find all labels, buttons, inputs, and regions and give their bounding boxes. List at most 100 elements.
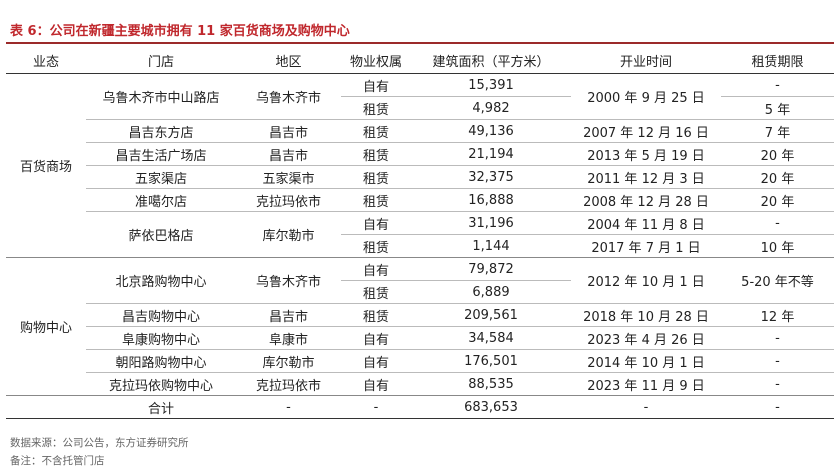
source-note: 数据来源：公司公告，东方证券研究所 [10, 437, 189, 449]
table-cell: 萨依巴格店 [86, 211, 236, 258]
table-row: 阜康购物中心 阜康市 自有 34,584 2023 年 4 月 26 日- [6, 326, 834, 350]
table-cell: 库尔勒市 [236, 349, 341, 373]
table-cell: 租赁 [341, 119, 411, 143]
header-cell: 建筑面积（平方米） [411, 47, 571, 74]
table-cell: 2023 年 4 月 26 日 [571, 326, 721, 350]
header-cell: 地区 [236, 47, 341, 74]
table-cell: 租赁 [341, 165, 411, 189]
table-cell: 准噶尔店 [86, 188, 236, 212]
table-cell: 昌吉生活广场店 [86, 142, 236, 166]
table-cell: 2000 年 9 月 25 日 [571, 73, 721, 120]
table-cell: 176,501 [411, 349, 571, 373]
table-cell: 2011 年 12 月 3 日 [571, 165, 721, 189]
table-row: 萨依巴格店 库尔勒市 自有 31,196 2004 年 11 月 8 日- [6, 211, 834, 258]
table-cell: 自有 [341, 211, 411, 235]
table-cell: 租赁 [341, 303, 411, 327]
total-cell: - [721, 395, 834, 419]
table-cell: 租赁 [341, 234, 411, 258]
table-cell: 2017 年 7 月 1 日 [571, 234, 721, 258]
table-cell: 2014 年 10 月 1 日 [571, 349, 721, 373]
table-cell: 五家渠店 [86, 165, 236, 189]
table-row: 昌吉购物中心 昌吉市 租赁 209,561 2018 年 10 月 28 日 12 年 [6, 303, 834, 327]
table-title: 表 6：公司在新疆主要城市拥有 11 家百货商场及购物中心 [10, 24, 350, 39]
table-cell: 209,561 [411, 303, 571, 327]
table-cell: 阜康购物中心 [86, 326, 236, 350]
table-cell: 2013 年 5 月 19 日 [571, 142, 721, 166]
table-cell: 自有 [341, 257, 411, 281]
table-cell: 乌鲁木齐市 [236, 73, 341, 120]
table-cell: 10 年 [721, 234, 834, 258]
table-cell: 百货商场 [6, 73, 86, 258]
table-cell: 昌吉市 [236, 303, 341, 327]
table-cell: 租赁 [341, 280, 411, 304]
table-cell: 2018 年 10 月 28 日 [571, 303, 721, 327]
table-cell: 阜康市 [236, 326, 341, 350]
table-cell: - [721, 372, 834, 396]
table-cell: 20 年 [721, 142, 834, 166]
table-cell: 五家渠市 [236, 165, 341, 189]
table-cell: 15,391 [411, 73, 571, 97]
table-row: 五家渠店 五家渠市 租赁 32,375 2011 年 12 月 3 日 20 年 [6, 165, 834, 189]
header-cell: 租赁期限 [721, 47, 834, 74]
total-cell: - [236, 395, 341, 419]
table-cell: 32,375 [411, 165, 571, 189]
total-cell: - [341, 395, 411, 419]
remark-note: 备注：不含托管门店 [10, 455, 105, 467]
header-cell: 业态 [6, 47, 86, 74]
table-cell: 北京路购物中心 [86, 257, 236, 304]
table-cell: 6,889 [411, 280, 571, 304]
table-cell: 49,136 [411, 119, 571, 143]
table-cell: 租赁 [341, 142, 411, 166]
table-cell: 2012 年 10 月 1 日 [571, 257, 721, 304]
table-cell: 乌鲁木齐市 [236, 257, 341, 304]
header-cell: 门店 [86, 47, 236, 74]
table-cell: - [721, 349, 834, 373]
table-cell: 自有 [341, 73, 411, 97]
table-cell: - [721, 326, 834, 350]
table-cell: 79,872 [411, 257, 571, 281]
table-cell: 乌鲁木齐市中山路店 [86, 73, 236, 120]
total-cell: 合计 [86, 395, 236, 419]
header-row: 业态 门店 地区 物业权属 建筑面积（平方米） 开业时间 租赁期限 [6, 47, 834, 74]
table-row: 租赁 1,144 2017 年 7 月 1 日 10 年 [6, 234, 834, 258]
table-cell: 克拉玛依市 [236, 372, 341, 396]
empty-cell [6, 395, 86, 419]
table-cell: 88,535 [411, 372, 571, 396]
table-cell: 21,194 [411, 142, 571, 166]
table-row: 百货商场 乌鲁木齐市中山路店 乌鲁木齐市 自有 15,391 2000 年 9 月 25 … [6, 73, 834, 258]
table-cell: 自有 [341, 326, 411, 350]
total-row: 合计 - -683,653- - [6, 395, 834, 419]
table-cell: 库尔勒市 [236, 211, 341, 258]
table-cell: 购物中心 [6, 257, 86, 396]
table-cell: 自有 [341, 349, 411, 373]
table-row: 昌吉生活广场店 昌吉市 租赁 21,194 2013 年 5 月 19 日 20 年 [6, 142, 834, 166]
table-row: 租赁 4,982 5 年 [6, 96, 834, 120]
table-cell: 20 年 [721, 188, 834, 212]
table-cell: 7 年 [721, 119, 834, 143]
table-cell: - [721, 73, 834, 97]
total-cell: - [571, 395, 721, 419]
table-cell: 昌吉东方店 [86, 119, 236, 143]
store-table: 业态 门店 地区 物业权属 建筑面积（平方米） 开业时间 租赁期限 百货商场 乌鲁… [6, 47, 834, 419]
total-cell: 683,653 [411, 395, 571, 419]
table-cell: 2004 年 11 月 8 日 [571, 211, 721, 235]
table-cell: 31,196 [411, 211, 571, 235]
table-row: 租赁 6,889 [6, 280, 834, 304]
table-cell: 4,982 [411, 96, 571, 120]
header-cell: 开业时间 [571, 47, 721, 74]
table-cell: 2007 年 12 月 16 日 [571, 119, 721, 143]
table-cell: - [721, 211, 834, 235]
table-cell: 34,584 [411, 326, 571, 350]
table-cell: 朝阳路购物中心 [86, 349, 236, 373]
table-cell: 昌吉购物中心 [86, 303, 236, 327]
table-cell: 昌吉市 [236, 119, 341, 143]
table-cell: 1,144 [411, 234, 571, 258]
header-cell: 物业权属 [341, 47, 411, 74]
table-cell: 自有 [341, 372, 411, 396]
table-cell: 16,888 [411, 188, 571, 212]
table-cell: 克拉玛依购物中心 [86, 372, 236, 396]
table-row: 克拉玛依购物中心 克拉玛依市 自有 88,535 2023 年 11 月 9 日- [6, 372, 834, 396]
